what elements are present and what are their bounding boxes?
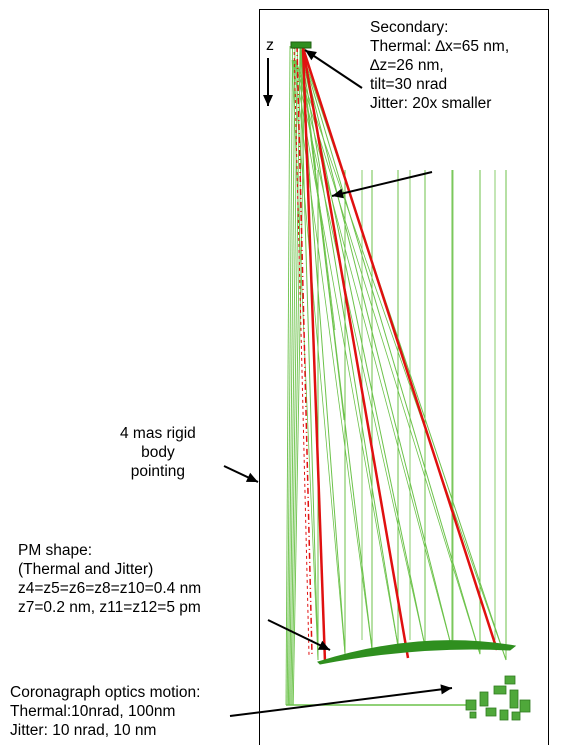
ray-arrow-head bbox=[332, 188, 344, 199]
red-ray bbox=[301, 47, 410, 659]
coronagraph-arrow-head bbox=[440, 684, 452, 695]
green-ray bbox=[294, 59, 481, 655]
diagram-frame bbox=[259, 9, 549, 745]
rigid-body-line: pointing bbox=[130, 463, 186, 480]
green-ray bbox=[290, 45, 301, 706]
secondary-mirror-body bbox=[290, 41, 312, 49]
coronagraph-element bbox=[485, 707, 497, 717]
coronagraph-annotation: Coronagraph optics motion: Thermal:10nra… bbox=[10, 683, 200, 740]
green-ray bbox=[286, 45, 293, 706]
coronagraph-element bbox=[511, 711, 521, 721]
pm-shape-annotation: PM shape: (Thermal and Jitter) z4=z5=z6=… bbox=[18, 541, 201, 617]
coronagraph-optics bbox=[465, 675, 531, 721]
coronagraph-element bbox=[499, 709, 509, 721]
pm-shape-line: z4=z5=z6=z8=z10=0.4 nm bbox=[18, 580, 202, 597]
secondary-line: Jitter: 20x smaller bbox=[370, 95, 492, 112]
coronagraph-line: Coronagraph optics motion: bbox=[10, 684, 201, 701]
secondary-mirror bbox=[290, 41, 312, 49]
rigid-body-line: body bbox=[141, 444, 175, 461]
secondary-arrow bbox=[304, 49, 363, 89]
coronagraph-arrow bbox=[229, 687, 453, 717]
green-ray bbox=[299, 45, 481, 655]
z-axis-arrow-head bbox=[263, 95, 273, 106]
green-ray bbox=[299, 45, 453, 650]
pm-shape-line: PM shape: bbox=[18, 542, 93, 559]
secondary-line: tilt=30 nrad bbox=[370, 76, 448, 93]
coronagraph-element bbox=[493, 685, 507, 695]
coronagraph-line: Thermal:10nrad, 100nm bbox=[10, 703, 176, 720]
secondary-arrow-head bbox=[305, 50, 317, 61]
red-ray bbox=[301, 47, 499, 651]
green-ray bbox=[292, 59, 346, 654]
green-ray bbox=[289, 45, 298, 706]
green-ray bbox=[292, 45, 306, 706]
rigid-body-arrow-head bbox=[245, 472, 258, 482]
green-ray bbox=[285, 45, 291, 706]
secondary-line: ∆z=26 nm, bbox=[370, 57, 444, 74]
pm-shape-line: z7=0.2 nm, z11=z12=5 pm bbox=[18, 599, 201, 616]
red-ray bbox=[301, 47, 327, 663]
secondary-annotation: Secondary: Thermal: ∆x=65 nm, ∆z=26 nm, … bbox=[370, 18, 509, 113]
green-ray bbox=[295, 59, 507, 661]
pm-shape-arrow bbox=[267, 619, 331, 651]
pm-shape-arrow-head bbox=[317, 640, 330, 650]
green-ray bbox=[299, 45, 399, 647]
coronagraph-element bbox=[519, 699, 531, 713]
green-ray bbox=[293, 59, 426, 647]
pm-shape-line: (Thermal and Jitter) bbox=[18, 561, 154, 578]
coronagraph-element bbox=[504, 675, 516, 685]
green-ray bbox=[287, 45, 296, 706]
coronagraph-element bbox=[479, 691, 489, 707]
secondary-line: Thermal: ∆x=65 nm, bbox=[370, 38, 510, 55]
annotation-arrows bbox=[223, 49, 453, 717]
green-ray bbox=[299, 45, 345, 421]
coronagraph-line: Jitter: 10 nrad, 10 nm bbox=[10, 722, 157, 739]
coronagraph-element bbox=[509, 689, 519, 709]
coronagraph-element bbox=[469, 711, 477, 719]
green-ray bbox=[291, 45, 303, 706]
green-ray bbox=[293, 59, 399, 647]
coronagraph-element bbox=[465, 699, 477, 711]
z-axis-label: z bbox=[266, 37, 274, 54]
red-ray-bundle bbox=[293, 45, 499, 663]
rigid-body-annotation: 4 mas rigid body pointing bbox=[120, 424, 196, 481]
red-ray bbox=[296, 45, 313, 656]
primary-mirror bbox=[317, 640, 517, 665]
rigid-body-line: 4 mas rigid bbox=[120, 425, 196, 442]
ray-arrow bbox=[331, 171, 433, 197]
secondary-line: Secondary: bbox=[370, 19, 449, 36]
